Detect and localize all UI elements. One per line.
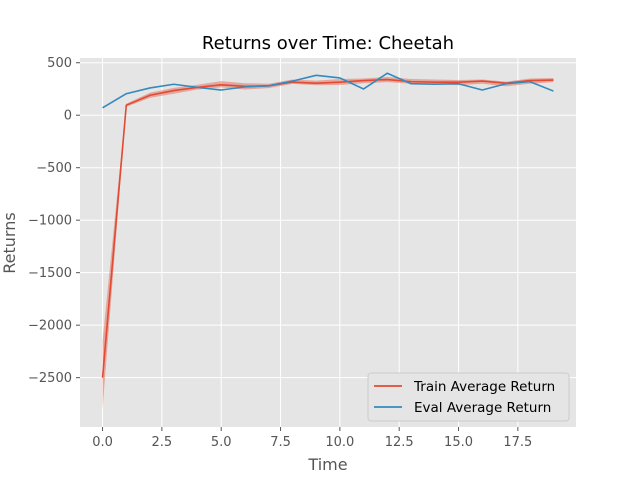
y-tick-label: −2500 (28, 371, 72, 386)
x-tick-label: 7.5 (270, 435, 291, 450)
y-tick-label: −1000 (28, 214, 72, 229)
series-1-line (101, 78, 554, 378)
series-lines (101, 72, 554, 378)
legend: Train Average Return Eval Average Return (367, 372, 570, 422)
x-tick-label: 0.0 (92, 435, 113, 450)
legend-box (367, 372, 570, 422)
x-tick-label: 15.0 (444, 435, 473, 450)
x-axis-ticks: 0.0 2.5 5.0 7.5 10.0 12.5 15.0 17.5 (92, 427, 532, 450)
x-tick-label: 12.5 (385, 435, 414, 450)
y-axis-label: Returns (0, 212, 19, 273)
y-tick-label: −500 (36, 161, 72, 176)
series-2-line (102, 72, 554, 109)
y-tick-label: −1500 (28, 266, 72, 281)
grid (80, 58, 576, 427)
x-tick-label: 17.5 (503, 435, 532, 450)
x-tick-label: 5.0 (211, 435, 232, 450)
legend-entry: Train Average Return (413, 379, 555, 395)
plot-area (80, 58, 576, 427)
x-tick-label: 2.5 (152, 435, 173, 450)
x-axis-label: Time (307, 455, 347, 474)
y-tick-label: 0 (64, 109, 72, 124)
y-tick-label: −2000 (28, 319, 72, 334)
y-tick-label: 500 (47, 56, 72, 71)
y-axis-ticks: 500 0 −500 −1000 −1500 −2000 −2500 (28, 56, 80, 386)
legend-entry: Eval Average Return (414, 400, 551, 416)
x-tick-label: 10.0 (325, 435, 354, 450)
chart-title: Returns over Time: Cheetah (202, 33, 454, 54)
